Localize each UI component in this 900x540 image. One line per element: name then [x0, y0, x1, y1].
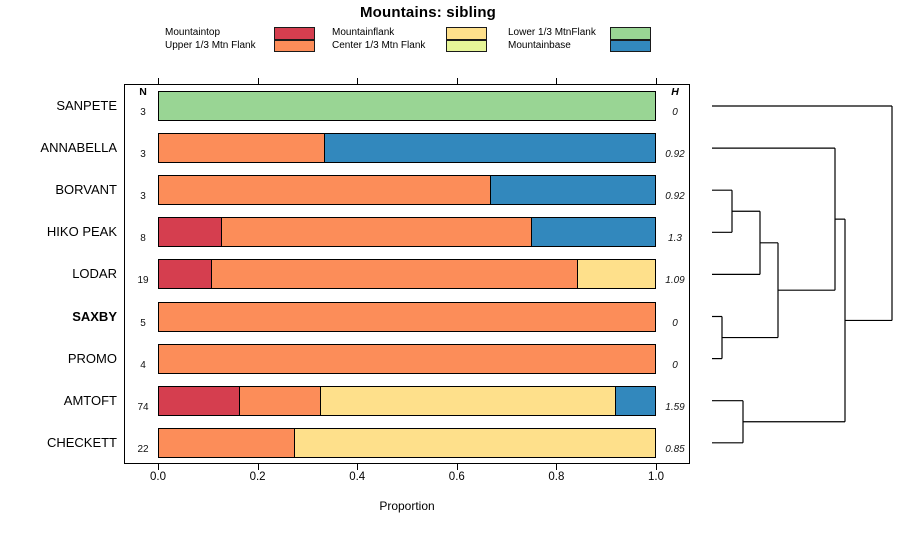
bar-segment-upper13	[159, 344, 655, 373]
h-value: 0.85	[665, 443, 685, 455]
bar-segment-mountainflank	[319, 386, 615, 415]
x-tick-mark	[357, 464, 359, 470]
bar-segment-mountainflank	[294, 428, 655, 457]
n-value: 5	[140, 317, 146, 329]
bar-segment-mountainbase	[324, 134, 655, 163]
bar-segment-upper13	[221, 218, 531, 247]
bar-segment-mountainbase	[489, 176, 655, 205]
bar-row	[158, 175, 656, 206]
bar-row	[158, 301, 656, 332]
n-value: 3	[140, 191, 146, 203]
n-value: 3	[140, 149, 146, 161]
x-tick-mark	[556, 464, 558, 470]
legend-swatch-mountainbase	[610, 39, 651, 52]
bar-segment-upper13	[159, 176, 490, 205]
bar-segment-upper13	[159, 302, 655, 331]
legend-swatch-lower13	[610, 27, 651, 40]
h-value: 0	[672, 359, 678, 371]
bar-segment-mountaintop	[159, 260, 212, 289]
x-tick-mark-top	[158, 78, 159, 84]
legend-label: Mountainflank	[332, 27, 395, 38]
n-value: 3	[140, 107, 146, 118]
legend-swatch-mountaintop	[274, 27, 315, 40]
bar-row	[158, 343, 656, 374]
bar-row	[158, 427, 656, 458]
bar-row	[158, 259, 656, 290]
x-tick-mark-top	[357, 78, 359, 84]
h-value: 0	[672, 317, 678, 329]
chart-title: Mountains: sibling	[359, 4, 497, 21]
x-tick-mark-top	[556, 78, 558, 84]
bar-row	[158, 91, 656, 121]
x-tick-label: 1.0	[648, 471, 664, 483]
bar-segment-mountaintop	[159, 218, 221, 247]
legend-swatch-mountainflank	[446, 27, 487, 40]
bar-segment-mountainflank	[576, 260, 655, 289]
category-label: AMTOFT	[63, 392, 117, 408]
x-tick-mark	[158, 464, 159, 470]
category-label: CHECKETT	[46, 434, 117, 450]
n-value: 22	[137, 443, 149, 455]
h-value: 0.92	[665, 191, 685, 203]
bar-segment-mountaintop	[159, 386, 240, 415]
plot-box	[124, 84, 690, 464]
x-tick-mark-top	[257, 78, 259, 84]
legend-label: Lower 1/3 MtnFlank	[508, 27, 596, 38]
bar-segment-upper13	[211, 260, 577, 289]
bar-segment-upper13	[159, 428, 295, 457]
h-value: 1.09	[665, 275, 685, 287]
legend-swatch-upper13	[274, 39, 315, 52]
bar-segment-mountainbase	[614, 386, 655, 415]
category-label: PROMO	[67, 350, 117, 366]
category-label: BORVANT	[55, 182, 117, 198]
x-tick-mark	[656, 464, 657, 470]
category-label: SANPETE	[56, 98, 117, 113]
x-tick-mark	[456, 464, 458, 470]
category-label: LODAR	[72, 266, 117, 282]
legend-label: Mountainbase	[508, 39, 571, 51]
x-tick-label: 0.6	[448, 471, 465, 483]
bar-row	[158, 217, 656, 248]
h-value: 0	[672, 107, 678, 118]
x-tick-mark	[257, 464, 259, 470]
bar-segment-lower13	[159, 92, 655, 120]
h-value: 1.3	[668, 233, 682, 245]
category-label: SAXBY	[72, 308, 117, 324]
bar-row	[158, 133, 656, 164]
bar-segment-mountainbase	[531, 218, 655, 247]
n-value: 74	[137, 401, 149, 413]
legend-label: Upper 1/3 Mtn Flank	[165, 39, 256, 51]
h-value: 1.59	[665, 401, 685, 413]
category-label: HIKO PEAK	[46, 224, 117, 240]
x-tick-label: 0.2	[249, 471, 266, 483]
x-tick-label: 0.0	[150, 471, 166, 483]
legend-label: Center 1/3 Mtn Flank	[332, 39, 426, 51]
x-axis-title: Proportion	[379, 499, 435, 513]
x-tick-mark-top	[656, 78, 657, 84]
h-value: 0.92	[665, 149, 685, 161]
x-tick-label: 0.8	[548, 471, 565, 483]
bar-segment-upper13	[159, 134, 325, 163]
n-value: 4	[140, 359, 146, 371]
bar-segment-upper13	[239, 386, 320, 415]
n-column-header: N	[139, 86, 147, 98]
bar-row	[158, 385, 656, 416]
n-value: 8	[140, 233, 146, 245]
x-tick-mark-top	[456, 78, 458, 84]
h-column-header: H	[671, 86, 679, 98]
x-tick-label: 0.4	[349, 471, 366, 483]
n-value: 19	[137, 275, 149, 287]
category-label: ANNABELLA	[40, 140, 117, 156]
legend-label: Mountaintop	[165, 27, 221, 38]
legend-swatch-center13	[446, 39, 487, 52]
